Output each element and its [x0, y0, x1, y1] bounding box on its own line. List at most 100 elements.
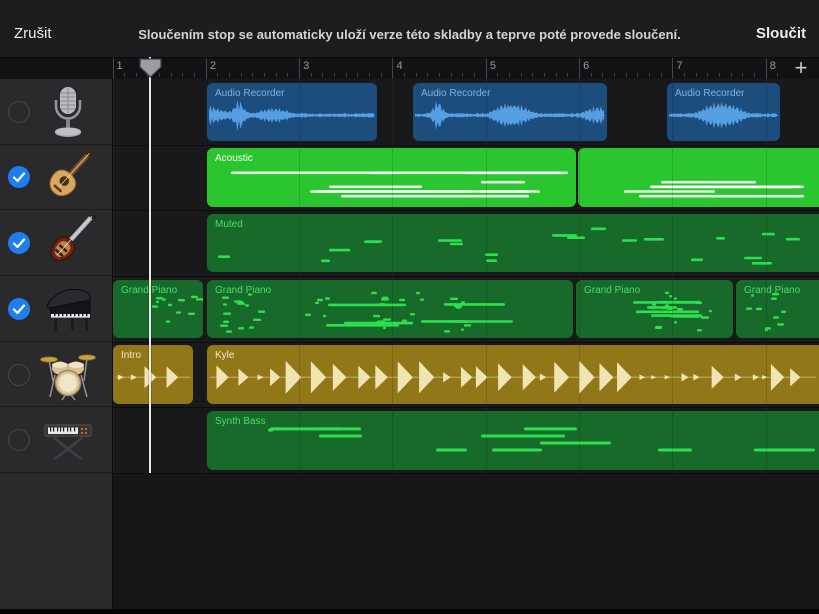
region-muted[interactable]: Muted	[207, 213, 819, 273]
ruler-tick	[450, 73, 452, 77]
ruler-tick	[649, 73, 651, 77]
region-label: Audio Recorder	[675, 87, 745, 99]
track-selected-checkbox[interactable]	[8, 232, 30, 255]
ruler-tick	[462, 73, 464, 77]
track-row-divider	[112, 341, 819, 343]
track-header-row	[0, 145, 112, 211]
cancel-button[interactable]: Zrušit	[14, 25, 52, 42]
region-untitled[interactable]	[578, 148, 819, 207]
drum-kit-icon[interactable]	[40, 347, 96, 403]
ruler-tick	[135, 73, 137, 77]
ruler-tick	[334, 73, 336, 77]
ruler-tick	[532, 73, 534, 77]
ruler-tick	[719, 73, 721, 77]
track-selected-checkbox[interactable]	[8, 297, 30, 320]
ruler-bar-number: 4	[396, 60, 403, 72]
ruler-tick	[252, 73, 254, 77]
ruler-bar-number: 7	[676, 60, 683, 72]
ruler-tick	[497, 73, 499, 77]
ruler-tick	[695, 73, 697, 77]
track-row-divider	[112, 407, 819, 409]
merge-button[interactable]: Sloučit	[755, 25, 806, 42]
ruler-tick	[264, 73, 266, 77]
region-label: Muted	[215, 218, 243, 230]
track-header-row	[0, 276, 112, 342]
region-intro[interactable]: Intro	[113, 345, 193, 404]
track-unselected-checkbox[interactable]	[8, 100, 30, 123]
region-audio-recorder[interactable]: Audio Recorder	[207, 82, 377, 142]
ruler-tick	[275, 73, 277, 77]
region-grand-piano[interactable]: Grand Piano	[736, 279, 819, 339]
ruler-bar-number: 1	[116, 60, 123, 72]
region-label: Synth Bass	[215, 415, 266, 427]
region-grand-piano[interactable]: Grand Piano	[576, 279, 733, 339]
region-audio-recorder[interactable]: Audio Recorder	[413, 82, 607, 142]
track-header-row	[0, 407, 112, 473]
track-unselected-checkbox[interactable]	[8, 429, 30, 452]
ruler-tick	[194, 73, 196, 77]
region-label: Grand Piano	[215, 284, 272, 296]
track-header-row	[0, 79, 112, 145]
acoustic-guitar-icon[interactable]	[40, 149, 96, 205]
keyboard-icon[interactable]	[40, 412, 96, 468]
ruler-tick	[217, 73, 219, 77]
region-kyle[interactable]: Kyle	[207, 345, 819, 404]
ruler-tick	[170, 73, 172, 77]
bottom-edge-strip	[0, 609, 819, 614]
microphone-icon[interactable]	[40, 84, 96, 140]
ruler-bar-line	[579, 58, 581, 80]
ruler-tick	[660, 73, 662, 77]
ruler-bar-line	[485, 58, 487, 80]
region-label: Grand Piano	[744, 284, 801, 296]
timeline-ruler[interactable]: + 1 2 3 4 5 6 7 8	[0, 55, 819, 80]
tracks-timeline: Audio Recorder Audio Recorder Audio Record…	[112, 79, 819, 609]
ruler-tick	[404, 73, 406, 77]
region-synth-bass[interactable]: Synth Bass	[207, 410, 819, 470]
track-row-divider	[112, 144, 819, 146]
ruler-tick	[555, 73, 557, 77]
ruler-tick	[345, 73, 347, 77]
track-row-divider	[112, 473, 819, 475]
region-label: Audio Recorder	[421, 87, 491, 99]
track-row-divider	[112, 276, 819, 277]
ruler-tick	[730, 73, 732, 77]
ruler-tick	[159, 73, 161, 77]
top-bar: Zrušit Sloučením stop se automaticky ulo…	[0, 0, 819, 57]
track-header-column	[0, 79, 112, 609]
ruler-tick	[439, 73, 441, 77]
track-selected-checkbox[interactable]	[8, 166, 30, 189]
ruler-bar-number: 3	[303, 60, 310, 72]
ruler-bar-number: 8	[769, 60, 776, 72]
region-label: Intro	[121, 350, 142, 362]
add-bars-button[interactable]: +	[794, 55, 808, 80]
ruler-bar-number: 6	[583, 60, 590, 72]
ruler-tick	[369, 73, 371, 77]
playhead-handle[interactable]	[138, 58, 162, 78]
ruler-bar-line	[112, 58, 114, 80]
ruler-tick	[240, 73, 242, 77]
ruler-tick	[380, 73, 382, 77]
ruler-tick	[415, 73, 417, 77]
ruler-tick	[357, 73, 359, 77]
track-header-row	[0, 210, 112, 276]
track-header-row	[0, 342, 112, 408]
ruler-tick	[625, 73, 627, 77]
ruler-tick	[509, 73, 511, 77]
track-row-divider	[112, 210, 819, 212]
ruler-bar-number: 2	[209, 60, 216, 72]
grand-piano-icon[interactable]	[40, 281, 96, 337]
region-grand-piano[interactable]: Grand Piano	[113, 279, 203, 339]
track-unselected-checkbox[interactable]	[8, 363, 30, 386]
region-grand-piano[interactable]: Grand Piano	[207, 279, 573, 339]
region-label: Grand Piano	[584, 284, 641, 296]
ruler-bar-line	[299, 58, 301, 80]
ruler-tick	[182, 73, 184, 77]
ruler-tick	[590, 73, 592, 77]
bass-guitar-icon[interactable]	[40, 211, 97, 271]
ruler-tick	[707, 73, 709, 77]
ruler-tick	[742, 73, 744, 77]
region-audio-recorder[interactable]: Audio Recorder	[667, 82, 780, 142]
region-acoustic[interactable]: Acoustic	[207, 148, 576, 207]
ruler-tick	[684, 73, 686, 77]
